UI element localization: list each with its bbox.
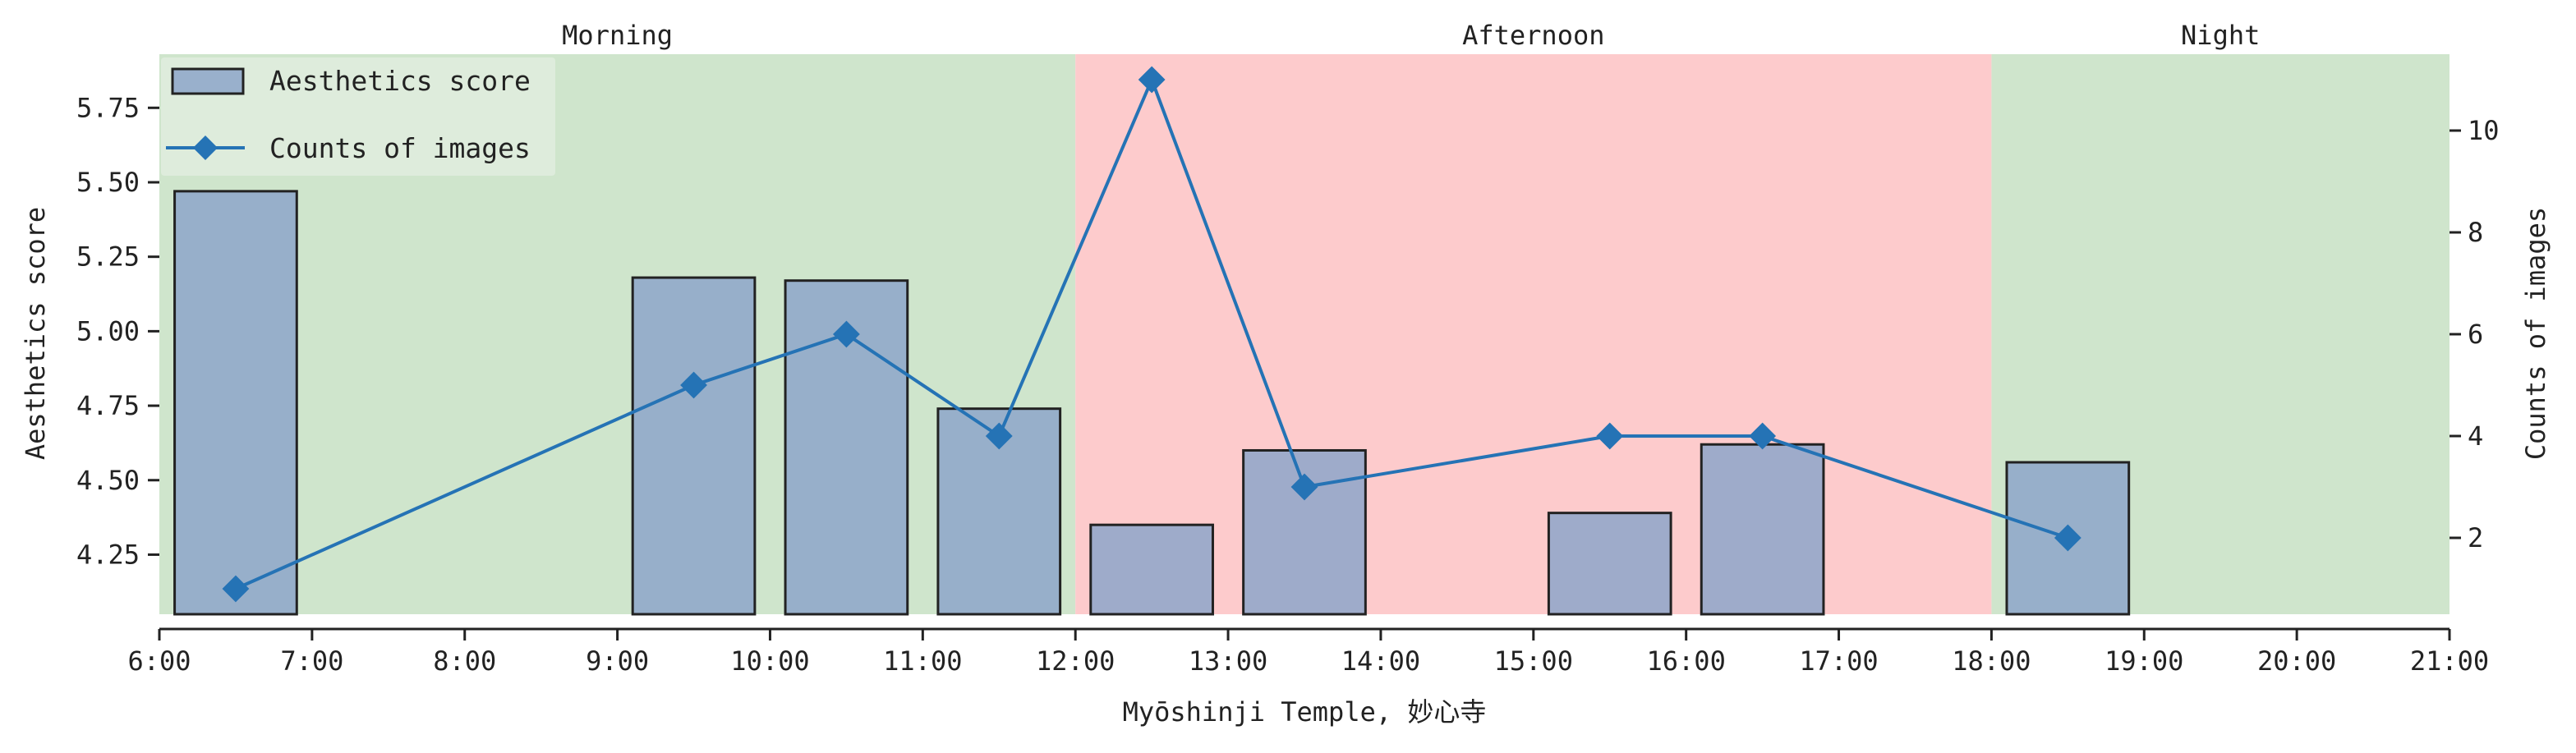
x-tick-label: 18:00	[1952, 645, 2031, 677]
x-tick-label: 9:00	[586, 645, 649, 677]
x-tick-label: 11:00	[883, 645, 962, 677]
bar	[631, 276, 757, 616]
y-axis-right-label: Counts of images	[2520, 207, 2551, 460]
bar	[1547, 512, 1672, 616]
line-point	[2054, 524, 2082, 552]
period-band-afternoon	[1075, 54, 1992, 614]
period-label-morning: Morning	[562, 20, 673, 51]
legend: Aesthetics score Counts of images	[161, 57, 555, 176]
line-point	[1290, 473, 1318, 501]
legend-diamond-marker	[193, 135, 218, 160]
period-label-night: Night	[2181, 20, 2260, 51]
x-axis-label: Myōshinji Temple, 妙心寺	[1123, 696, 1487, 728]
y-right-tick-label: 8	[2468, 217, 2483, 248]
y-left-tick-label: 4.75	[76, 390, 140, 421]
period-bands	[159, 54, 2450, 614]
legend-label-bar: Aesthetics score	[269, 65, 531, 97]
y-right-tick-label: 2	[2468, 522, 2483, 553]
x-tick-label: 8:00	[433, 645, 496, 677]
x-tick-label: 14:00	[1341, 645, 1420, 677]
period-labels: Morning Afternoon Night	[562, 20, 2260, 51]
legend-label-line: Counts of images	[269, 132, 531, 164]
line-point	[1138, 66, 1166, 94]
y-right-tick-label: 6	[2468, 319, 2483, 350]
axes: 6:00 7:00 8:00 9:00 10:00 11:00 12:00 13:00 14:0…	[76, 92, 2500, 677]
line-point	[832, 320, 860, 348]
y-left-tick-label: 4.50	[76, 465, 140, 496]
x-tick-label: 20:00	[2257, 645, 2336, 677]
x-tick-label: 19:00	[2104, 645, 2183, 677]
x-tick-label: 6:00	[127, 645, 191, 677]
x-tick-label: 17:00	[1799, 645, 1878, 677]
bar	[1089, 523, 1214, 616]
y-right-tick-label: 10	[2468, 115, 2500, 146]
x-tick-label: 16:00	[1647, 645, 1726, 677]
x-tick-label: 15:00	[1494, 645, 1573, 677]
y-left-tick-label: 5.25	[76, 241, 140, 273]
line-point	[680, 371, 707, 399]
y-left-tick-label: 4.25	[76, 539, 140, 570]
x-tick-label: 12:00	[1036, 645, 1115, 677]
period-label-afternoon: Afternoon	[1462, 20, 1604, 51]
bar-series	[173, 190, 2131, 616]
x-tick-label: 21:00	[2410, 645, 2489, 677]
line-point	[985, 422, 1013, 450]
line-series	[222, 66, 2082, 603]
y-left-tick-label: 5.50	[76, 167, 140, 198]
line-point	[1596, 422, 1624, 450]
legend-box	[161, 57, 555, 176]
x-tick-label: 7:00	[280, 645, 343, 677]
bar	[1700, 443, 1825, 616]
y-right-tick-label: 4	[2468, 420, 2483, 452]
y-axis-left-label: Aesthetics score	[20, 207, 51, 460]
y-left-tick-label: 5.75	[76, 92, 140, 123]
line-point	[1749, 422, 1777, 450]
y-left-tick-label: 5.00	[76, 315, 140, 347]
x-tick-label: 10:00	[730, 645, 809, 677]
line-point	[222, 575, 250, 603]
x-tick-label: 13:00	[1189, 645, 1267, 677]
bar	[173, 190, 298, 616]
legend-bar-swatch	[171, 67, 245, 95]
